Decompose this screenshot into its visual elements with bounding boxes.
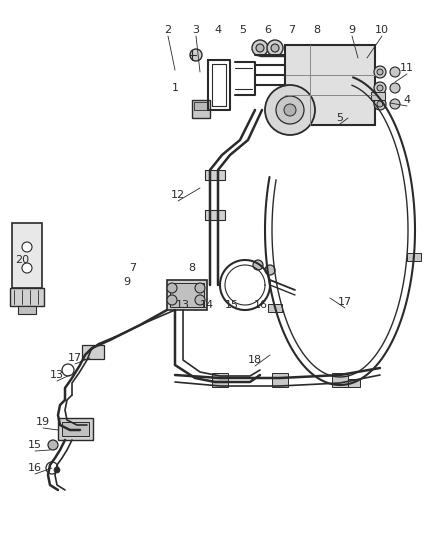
Text: 2: 2 [164, 25, 172, 35]
Circle shape [377, 101, 383, 107]
Bar [12, 223, 42, 288]
Text: 14: 14 [200, 300, 214, 310]
Text: 15: 15 [225, 300, 239, 310]
Circle shape [167, 295, 177, 305]
Bar [10, 288, 44, 306]
Bar [18, 306, 36, 314]
Bar [212, 373, 228, 387]
Circle shape [22, 263, 32, 273]
Circle shape [374, 82, 386, 94]
Circle shape [253, 260, 263, 270]
Text: 4: 4 [403, 95, 410, 105]
Bar [285, 45, 375, 125]
Text: 11: 11 [400, 63, 414, 73]
Circle shape [195, 283, 205, 293]
Bar [407, 253, 421, 261]
Text: 5: 5 [336, 113, 343, 123]
Circle shape [265, 85, 315, 135]
Text: 16: 16 [28, 463, 42, 473]
Circle shape [374, 66, 386, 78]
Text: 17: 17 [338, 297, 352, 307]
Text: 1: 1 [172, 83, 179, 93]
Bar [205, 170, 225, 180]
Circle shape [54, 467, 60, 473]
Text: 16: 16 [254, 300, 268, 310]
Text: 10: 10 [375, 25, 389, 35]
Circle shape [390, 67, 400, 77]
Circle shape [252, 40, 268, 56]
Circle shape [284, 104, 296, 116]
Text: 4: 4 [215, 25, 222, 35]
Text: 18: 18 [248, 355, 262, 365]
Text: 13: 13 [50, 370, 64, 380]
Circle shape [167, 283, 177, 293]
Text: 9: 9 [349, 25, 356, 35]
Text: 20: 20 [15, 255, 29, 265]
Bar [194, 102, 208, 110]
Bar [82, 345, 104, 359]
Circle shape [276, 96, 304, 124]
Text: 19: 19 [36, 417, 50, 427]
Text: 9: 9 [124, 277, 131, 287]
Circle shape [374, 98, 386, 110]
Bar [205, 210, 225, 220]
Text: 13: 13 [176, 300, 190, 310]
Circle shape [48, 440, 58, 450]
Bar [192, 100, 210, 118]
Circle shape [271, 44, 279, 52]
Circle shape [22, 242, 32, 252]
Text: 7: 7 [289, 25, 296, 35]
Bar [272, 373, 288, 387]
Circle shape [377, 69, 383, 75]
Circle shape [265, 265, 275, 275]
Text: 8: 8 [314, 25, 321, 35]
Text: 17: 17 [68, 353, 82, 363]
Bar [167, 280, 207, 310]
Text: 8: 8 [188, 263, 195, 273]
Text: 12: 12 [171, 190, 185, 200]
Bar [170, 283, 204, 307]
Bar [62, 422, 89, 436]
Bar [58, 418, 93, 440]
Circle shape [195, 295, 205, 305]
Text: 7: 7 [130, 263, 137, 273]
Circle shape [377, 85, 383, 91]
Text: 15: 15 [28, 440, 42, 450]
Circle shape [256, 44, 264, 52]
Bar [268, 303, 282, 311]
Circle shape [390, 83, 400, 93]
Circle shape [267, 40, 283, 56]
Bar [371, 92, 385, 100]
Text: 3: 3 [192, 25, 199, 35]
Text: 5: 5 [240, 25, 247, 35]
Bar [332, 373, 348, 387]
Circle shape [390, 99, 400, 109]
Text: 6: 6 [265, 25, 272, 35]
Circle shape [190, 49, 202, 61]
Bar [346, 378, 360, 386]
